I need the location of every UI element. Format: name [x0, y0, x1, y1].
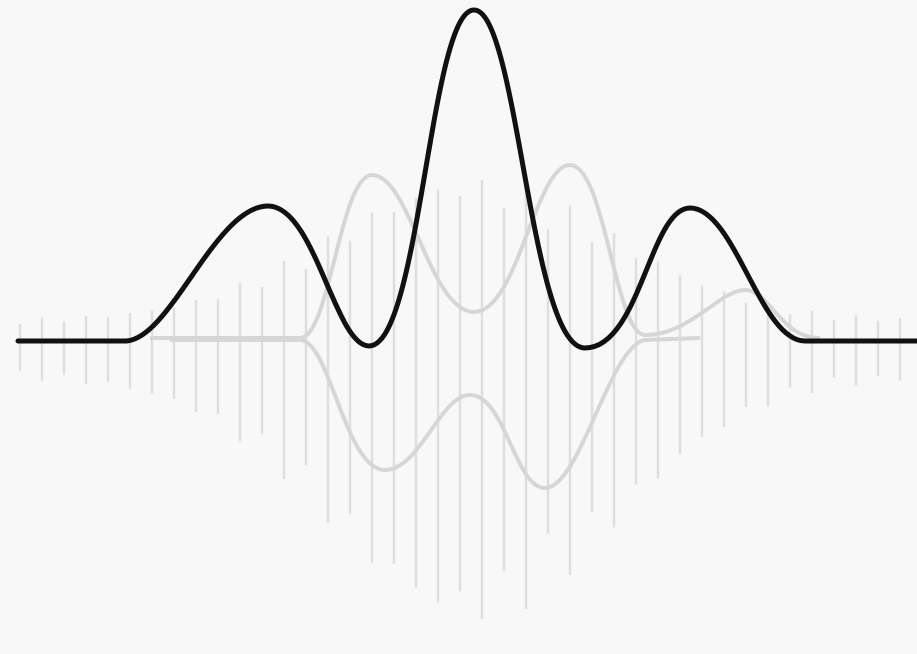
- gray-wave-upper: [150, 162, 821, 340]
- gray-wave-lower: [170, 336, 701, 491]
- black-wave: [15, 7, 917, 351]
